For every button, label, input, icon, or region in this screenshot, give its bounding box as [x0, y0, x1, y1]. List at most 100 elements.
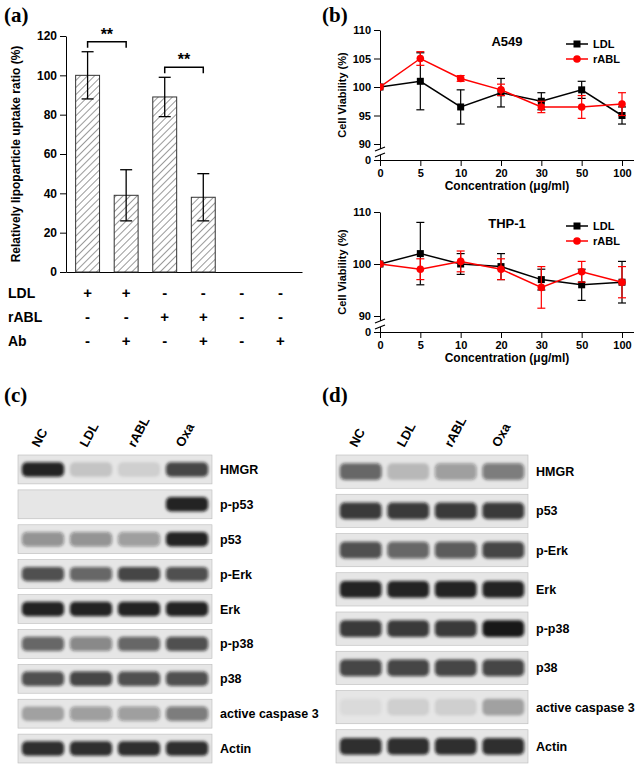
blot-band	[482, 620, 524, 637]
error-bar	[497, 106, 505, 107]
marker	[457, 75, 465, 83]
x-tick: 0	[377, 160, 383, 179]
blot-band	[22, 706, 64, 720]
marker	[578, 103, 586, 111]
legend-label: LDL	[593, 38, 615, 50]
y-tick-label: 0	[365, 326, 371, 338]
y-tick-label: 100	[353, 258, 371, 270]
error-bar	[578, 261, 586, 262]
lane-label: rABL	[441, 414, 469, 449]
marker	[538, 284, 546, 292]
blot-strip	[18, 699, 212, 728]
blot-band	[435, 581, 477, 598]
y-axis-title: Relatively lipoparticle uptake ratio (%)	[9, 46, 23, 263]
row-label: Actin	[536, 740, 567, 754]
blot-band	[435, 660, 477, 677]
marker	[619, 279, 626, 286]
blot-strip	[336, 651, 528, 684]
blot-band	[166, 567, 208, 581]
blot-strip	[18, 595, 212, 624]
marker	[380, 261, 384, 268]
axis-break	[375, 325, 385, 329]
error-bar	[578, 81, 586, 82]
x-tick-label: 0	[377, 339, 383, 351]
blot-band	[70, 497, 112, 511]
lane-label: Oxa	[489, 420, 514, 449]
row-label: active caspase 3	[220, 707, 319, 721]
bar	[268, 272, 292, 273]
x-tick: 30	[536, 332, 548, 351]
error-bar	[497, 95, 505, 96]
x-axis-line	[67, 272, 303, 273]
legend-marker	[574, 41, 581, 48]
blot-band	[340, 463, 382, 480]
y-tick: 60	[44, 147, 66, 161]
x-tick: 5	[418, 160, 424, 179]
blot-strip	[18, 734, 212, 763]
y-tick-label: 100	[37, 69, 57, 83]
x-tick: 100	[613, 160, 631, 179]
row-label: HMGR	[220, 463, 258, 477]
marker	[618, 278, 626, 286]
blot-band	[482, 503, 524, 520]
y-tick-mark	[374, 30, 380, 31]
blot-band	[482, 738, 524, 755]
x-tick-label: 20	[495, 339, 507, 351]
error-bar	[120, 170, 132, 221]
error-bar	[497, 78, 505, 79]
y-tick-mark	[374, 87, 380, 88]
blot-band	[387, 581, 429, 598]
western-blot: (d)NCLDLrABLOxaHMGRp53p-ErkErkp-p38p38ac…	[322, 383, 635, 763]
y-tick-mark	[374, 144, 380, 145]
x-axis-title: Concentration (μg/ml)	[445, 351, 570, 365]
legend-label: rABL	[593, 53, 620, 65]
y-tick-label: 95	[359, 110, 371, 122]
y-axis: 020406080100120	[37, 29, 67, 279]
blot-band	[118, 567, 160, 581]
error-bar	[537, 266, 545, 267]
error-bar-line	[164, 77, 165, 116]
blot-band	[22, 602, 64, 616]
x-tick-label: 5	[418, 339, 424, 351]
blot-band	[22, 532, 64, 546]
blot-strip	[336, 534, 528, 567]
y-tick-mark	[374, 264, 380, 265]
error-bar	[537, 92, 545, 93]
blot-strip	[18, 664, 212, 693]
y-tick-label: 0	[50, 265, 57, 279]
blot-band	[435, 463, 477, 480]
error-bar	[618, 115, 626, 116]
panel-label: (c)	[4, 383, 27, 407]
x-tick: 5	[418, 332, 424, 351]
x-axis-line	[380, 332, 634, 333]
blot-band	[166, 602, 208, 616]
blot-band	[118, 602, 160, 616]
row-label: Erk	[536, 583, 556, 597]
y-tick-mark	[60, 193, 66, 194]
y-tick-label: 40	[44, 187, 58, 201]
condition-name: Ab	[8, 333, 27, 349]
x-tick: 100	[613, 332, 631, 351]
blot-strip	[336, 494, 528, 527]
row-label: Erk	[220, 603, 240, 617]
row-label: HMGR	[536, 465, 574, 479]
axis-break	[375, 147, 385, 151]
blot-strip	[336, 691, 528, 724]
error-bar	[457, 250, 465, 251]
blot-strip	[18, 629, 212, 658]
row-label: p53	[220, 533, 242, 547]
condition-sign: +	[122, 332, 131, 349]
y-axis-line	[380, 31, 381, 161]
plot-area	[380, 52, 626, 124]
condition-name: rABL	[8, 309, 43, 325]
bar	[153, 97, 177, 272]
error-bar	[497, 258, 505, 259]
panel-label: (b)	[322, 3, 348, 27]
blot-band	[22, 567, 64, 581]
y-tick-label: 110	[353, 206, 371, 218]
y-tick: 105	[353, 53, 380, 65]
blot-band	[387, 699, 429, 716]
blot-band	[435, 503, 477, 520]
error-bar-line	[126, 170, 127, 221]
error-bar-line	[82, 51, 94, 52]
